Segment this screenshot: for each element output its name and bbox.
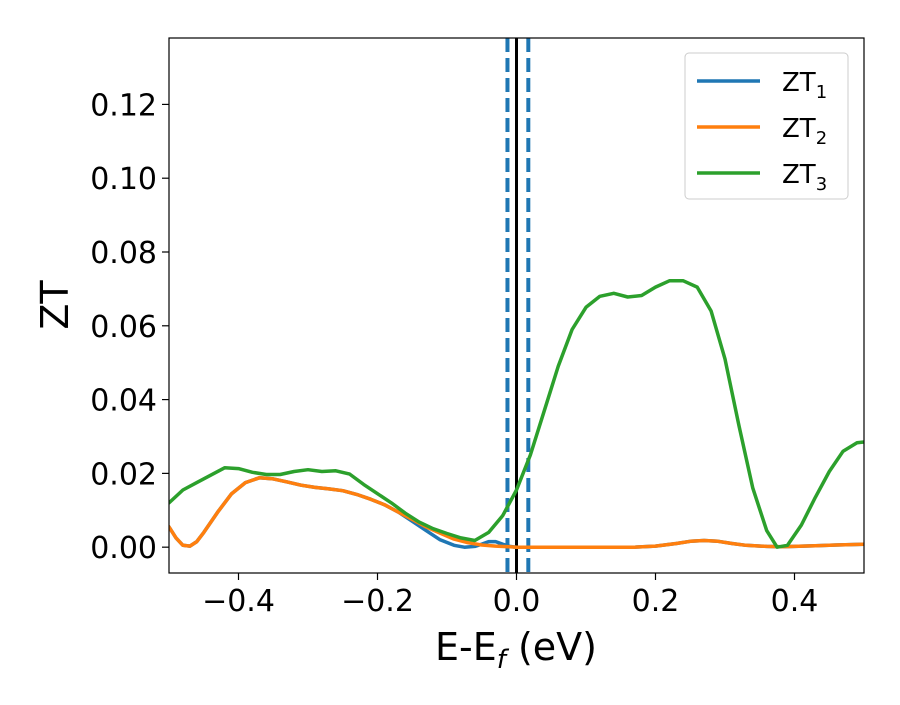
y-axis-title: ZT bbox=[33, 280, 77, 330]
y-tick-label: 0.06 bbox=[90, 310, 157, 345]
y-tick-label: 0.10 bbox=[90, 162, 157, 197]
legend-label-zt3: ZT3 bbox=[782, 160, 827, 195]
x-tick-label: −0.4 bbox=[202, 584, 275, 619]
y-tick-label: 0.12 bbox=[90, 88, 157, 123]
legend-box bbox=[684, 52, 849, 200]
x-tick-label: 0.4 bbox=[771, 584, 819, 619]
series-line-zt3 bbox=[169, 279, 864, 549]
y-tick-label: 0.02 bbox=[90, 457, 157, 492]
legend-label-zt1: ZT1 bbox=[782, 68, 827, 103]
y-tick-label: 0.08 bbox=[90, 236, 157, 271]
y-tick-label: 0.00 bbox=[90, 531, 157, 566]
legend: ZT1 ZT2 ZT3 bbox=[684, 52, 849, 200]
x-tick-label: 0.2 bbox=[632, 584, 680, 619]
x-tick-label: −0.2 bbox=[341, 584, 414, 619]
legend-label-zt2: ZT2 bbox=[782, 114, 827, 149]
x-tick-label: 0.0 bbox=[493, 584, 541, 619]
y-tick-label: 0.04 bbox=[90, 384, 157, 419]
x-axis-title: E-Ef (eV) bbox=[435, 625, 597, 675]
